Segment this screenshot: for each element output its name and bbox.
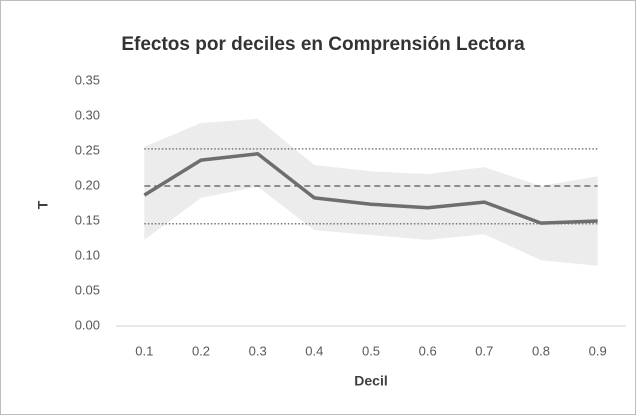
y-tick-label: 0.10 — [75, 247, 100, 262]
x-tick-label: 0.2 — [192, 343, 210, 358]
chart-title: Efectos por deciles en Comprensión Lecto… — [121, 34, 525, 55]
x-tick-label: 0.5 — [362, 343, 380, 358]
x-tick-label: 0.3 — [249, 343, 267, 358]
x-tick-label: 0.1 — [135, 343, 153, 358]
y-tick-label: 0.15 — [75, 212, 100, 227]
y-tick-label: 0.05 — [75, 282, 100, 297]
y-tick-label: 0.20 — [75, 177, 100, 192]
x-tick-label: 0.7 — [475, 343, 493, 358]
data-line — [143, 152, 598, 225]
x-tick-label: 0.8 — [532, 343, 550, 358]
x-tick-label: 0.6 — [419, 343, 437, 358]
y-tick-label: 0.00 — [75, 317, 100, 332]
y-axis-label: T — [35, 200, 51, 209]
y-tick-label: 0.35 — [75, 72, 100, 87]
y-tick-label: 0.30 — [75, 107, 100, 122]
x-axis-label: Decil — [354, 373, 387, 389]
x-tick-label: 0.9 — [589, 343, 607, 358]
y-tick-label: 0.25 — [75, 142, 100, 157]
x-tick-label: 0.4 — [305, 343, 323, 358]
